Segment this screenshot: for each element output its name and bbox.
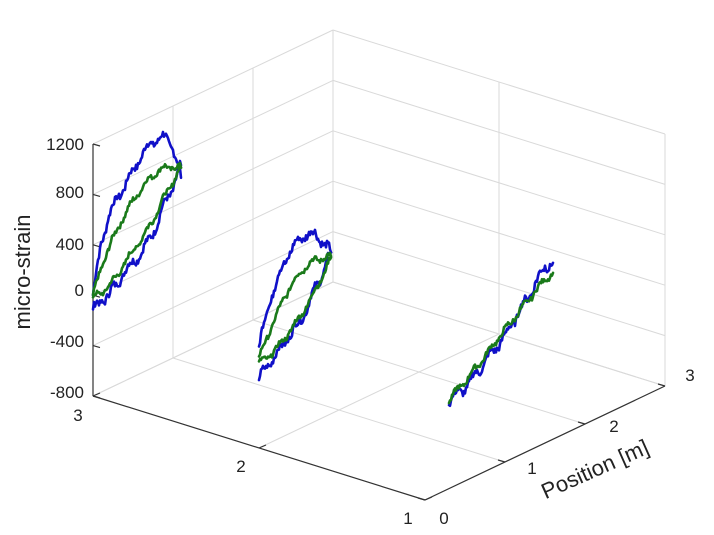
grid-line: [92, 281, 334, 397]
green-series-line: [257, 256, 333, 363]
y-tick-mark: [424, 496, 433, 501]
z-tick-label: 1200: [46, 135, 84, 154]
blue-series-line: [91, 159, 183, 311]
x-tick-mark: [497, 459, 506, 463]
green-series-line: [91, 161, 183, 297]
grid-line: [92, 79, 334, 195]
axes: [92, 143, 666, 501]
y-tick-mark: [92, 392, 101, 397]
z-tick-mark: [92, 193, 101, 197]
z-axis-title: micro-strain: [10, 215, 35, 330]
x-tick-label: 2: [609, 417, 618, 436]
x-tick-label: 3: [685, 366, 694, 385]
grid: [92, 29, 666, 501]
grid-line: [92, 130, 334, 246]
green-series-line: [257, 251, 333, 358]
y-tick-label: 2: [236, 457, 245, 476]
blue-series-line: [91, 130, 183, 297]
x-tick-label: 0: [439, 509, 448, 528]
z-tick-label: 800: [56, 183, 84, 202]
blue-series-line: [447, 261, 555, 408]
y-tick-mark: [258, 444, 267, 449]
grid-line: [258, 333, 500, 449]
y-tick-label: 1: [403, 509, 412, 528]
green-series-line: [447, 271, 555, 405]
grid-line: [92, 180, 334, 296]
series: [91, 130, 555, 408]
x-tick-mark: [417, 497, 426, 501]
blue-series-line: [257, 251, 333, 382]
z-tick-mark: [92, 345, 101, 349]
x-tick-mark: [657, 383, 666, 387]
z-tick-mark: [92, 244, 101, 248]
z-tick-label: -800: [50, 383, 84, 402]
green-series-line: [91, 163, 183, 299]
y-tick-label: 3: [73, 406, 82, 425]
grid-line: [92, 29, 334, 145]
z-tick-label: 0: [75, 281, 84, 300]
z-tick-label: 400: [56, 235, 84, 254]
x-axis-line: [424, 385, 666, 501]
blue-series-line: [257, 228, 333, 348]
grid-line: [92, 231, 334, 347]
z-tick-label: -400: [50, 332, 84, 351]
x-tick-label: 1: [527, 459, 536, 478]
z-tick-mark: [92, 143, 101, 147]
x-axis-title: Position [m]: [537, 434, 652, 504]
x-tick-mark: [577, 421, 586, 425]
z-tick-mark: [92, 395, 101, 399]
